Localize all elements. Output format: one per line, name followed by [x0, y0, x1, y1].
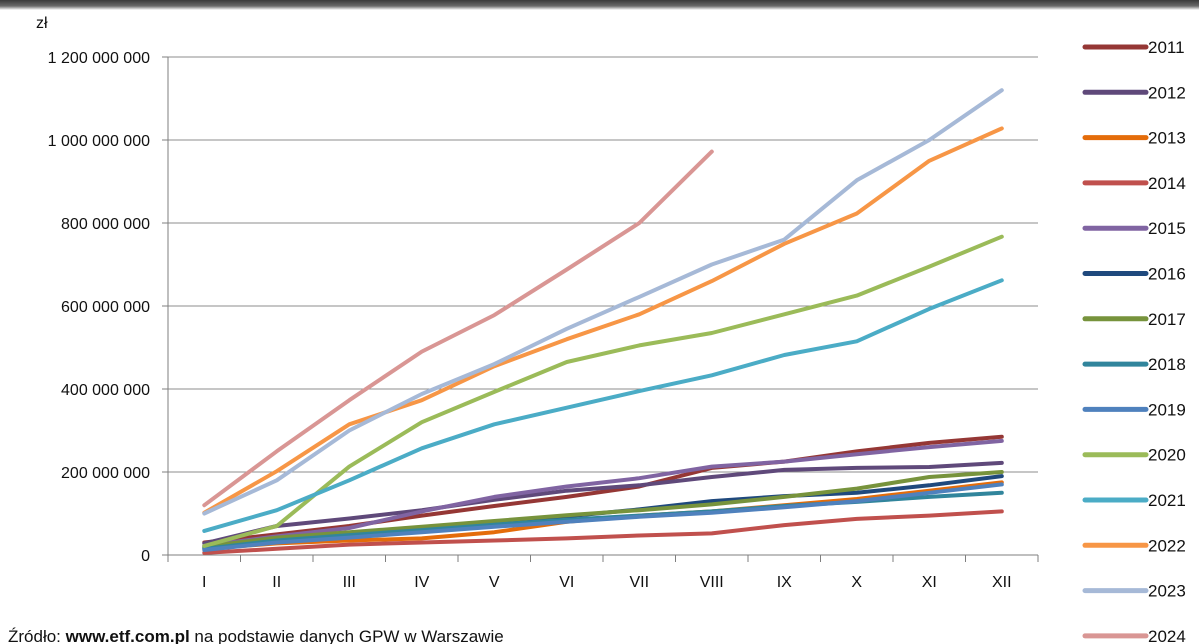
series-line-2020 — [202, 234, 1004, 548]
y-tick-label: 600 000 000 — [61, 299, 150, 316]
legend-label-2011: 2011 — [1148, 38, 1185, 57]
source-suffix: na podstawie danych GPW w Warszawie — [189, 627, 504, 644]
y-tick-label: 800 000 000 — [61, 216, 150, 233]
legend-label-2015: 2015 — [1148, 219, 1186, 238]
y-tick-label: 0 — [141, 548, 150, 565]
series-line-2014 — [202, 509, 1004, 555]
x-tick-label: XI — [922, 574, 937, 591]
x-tick-label: VIII — [700, 574, 724, 591]
y-tick-label: 200 000 000 — [61, 465, 150, 482]
series-line-2024 — [202, 149, 714, 508]
series-line-2019 — [202, 482, 1004, 552]
series-line-2015 — [202, 438, 1004, 548]
series-line-2017 — [202, 470, 1004, 549]
x-tick-label: X — [851, 574, 862, 591]
source-link[interactable]: www.etf.com.pl — [65, 627, 190, 644]
legend-label-2016: 2016 — [1148, 265, 1186, 284]
legend-label-2019: 2019 — [1148, 400, 1186, 419]
x-tick-label: XII — [992, 574, 1012, 591]
series-lines — [202, 88, 1004, 555]
legend-label-2020: 2020 — [1148, 446, 1186, 465]
series-line-2023 — [202, 88, 1004, 516]
x-tick-label: IV — [414, 574, 429, 591]
legend-label-2024: 2024 — [1148, 627, 1186, 644]
source-note: Źródło: www.etf.com.pl na podstawie dany… — [8, 627, 504, 644]
legend-label-2012: 2012 — [1148, 83, 1186, 102]
top-border — [0, 0, 1199, 10]
x-tick-label: III — [343, 574, 356, 591]
legend-label-2022: 2022 — [1148, 536, 1186, 555]
x-tick-label: IX — [777, 574, 792, 591]
x-tick-label: VI — [559, 574, 574, 591]
x-tick-label: VII — [629, 574, 649, 591]
legend-label-2017: 2017 — [1148, 310, 1186, 329]
y-tick-label: 1 200 000 000 — [48, 50, 150, 67]
legend-label-2014: 2014 — [1148, 174, 1186, 193]
y-tick-label: 1 000 000 000 — [48, 133, 150, 150]
axes: 0 200 000 000 400 000 000 600 000 000 800 00… — [36, 15, 1039, 591]
series-line-2012 — [202, 460, 1004, 546]
x-tick-label: V — [489, 574, 500, 591]
legend-label-2018: 2018 — [1148, 355, 1186, 374]
y-tick-label: 400 000 000 — [61, 382, 150, 399]
series-line-2021 — [202, 278, 1004, 533]
x-tick-label: II — [272, 574, 281, 591]
gridlines — [168, 56, 1038, 473]
legend: 2011 2012 2013 2014 2015 2016 2017 2018 2019 2020… — [1082, 38, 1186, 644]
legend-label-2013: 2013 — [1148, 129, 1186, 148]
x-tick-label: I — [202, 574, 206, 591]
legend-label-2023: 2023 — [1148, 582, 1186, 601]
legend-label-2021: 2021 — [1148, 491, 1186, 510]
source-prefix: Źródło: — [8, 627, 66, 644]
series-line-2022 — [202, 126, 1004, 515]
y-axis-unit-label: zł — [36, 15, 48, 32]
